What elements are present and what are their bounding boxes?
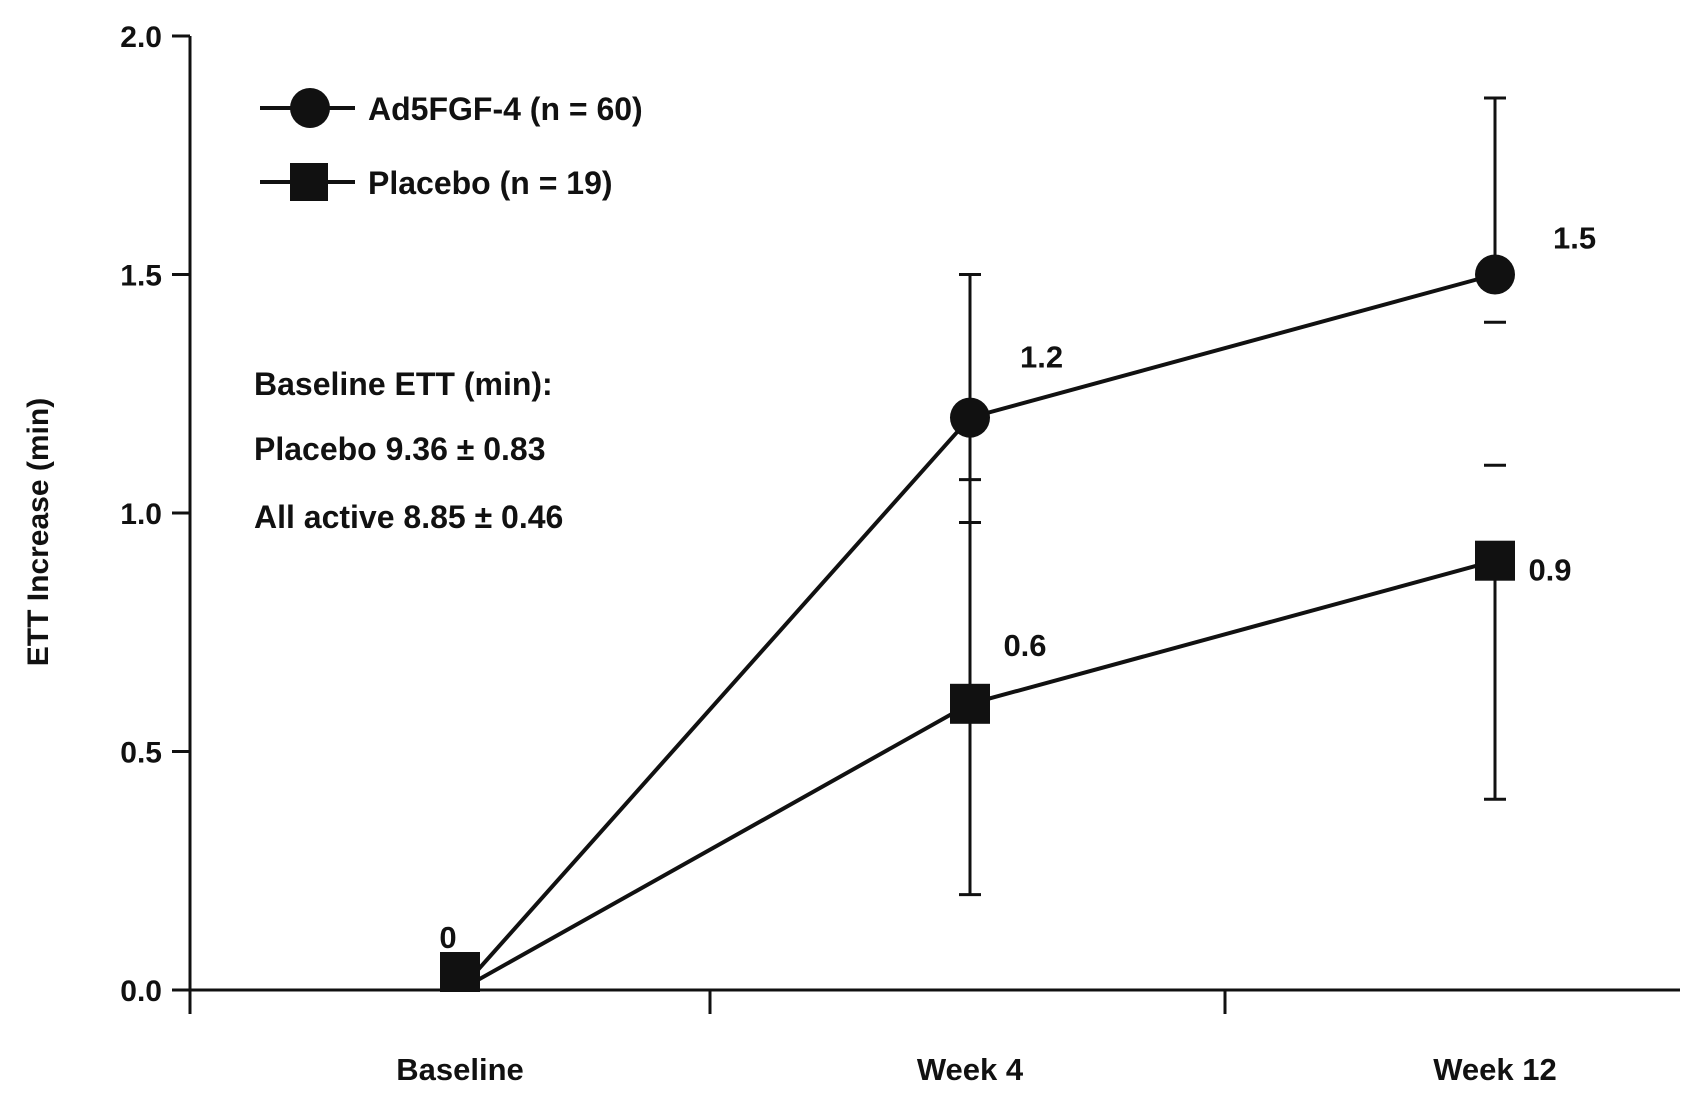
axes: 0.0 0.5 1.0 1.5 2.0 Baseline Week 4 Week 12 <box>120 21 1680 1087</box>
marker-placebo <box>440 952 480 992</box>
data-label-placebo: 0.9 <box>1528 553 1571 588</box>
x-category-label: Baseline <box>396 1052 524 1087</box>
legend-label-placebo: Placebo (n = 19) <box>368 165 613 201</box>
y-tick-label: 0.0 <box>120 975 162 1008</box>
x-category-label: Week 4 <box>917 1052 1024 1087</box>
series-line-placebo <box>459 558 1496 992</box>
data-label-ad5fgf4: 1.2 <box>1020 340 1063 375</box>
y-tick-label: 2.0 <box>120 21 162 54</box>
marker-ad5fgf4 <box>1475 254 1515 295</box>
note-placebo: Placebo 9.36 ± 0.83 <box>254 431 546 467</box>
y-axis-label: ETT Increase (min) <box>22 398 55 666</box>
note-all-active: All active 8.85 ± 0.46 <box>254 499 563 535</box>
data-labels: 1.2 1.5 0 0.6 0.9 <box>439 221 1596 956</box>
baseline-ett-note: Baseline ETT (min): Placebo 9.36 ± 0.83 … <box>254 366 563 535</box>
error-bars <box>959 96 1506 897</box>
y-tick-label: 1.5 <box>120 260 162 293</box>
data-label-placebo: 0.6 <box>1003 628 1046 663</box>
marker-ad5fgf4 <box>950 397 990 438</box>
legend-square-marker <box>290 163 328 201</box>
series-lines <box>458 272 1496 992</box>
legend-label-ad5fgf4: Ad5FGF-4 (n = 60) <box>368 91 643 127</box>
data-markers <box>440 254 1515 992</box>
y-tick-label: 1.0 <box>120 498 162 531</box>
legend-circle-marker <box>290 88 330 128</box>
y-tick-label: 0.5 <box>120 737 162 770</box>
x-category-label: Week 12 <box>1433 1052 1557 1087</box>
marker-placebo <box>1475 540 1515 581</box>
data-label-ad5fgf4: 1.5 <box>1553 221 1596 256</box>
series-line-ad5fgf4 <box>458 272 1496 992</box>
legend: Ad5FGF-4 (n = 60) Placebo (n = 19) <box>260 88 643 201</box>
marker-placebo <box>950 683 990 724</box>
data-label-placebo: 0 <box>439 920 456 955</box>
note-title: Baseline ETT (min): <box>254 366 553 402</box>
